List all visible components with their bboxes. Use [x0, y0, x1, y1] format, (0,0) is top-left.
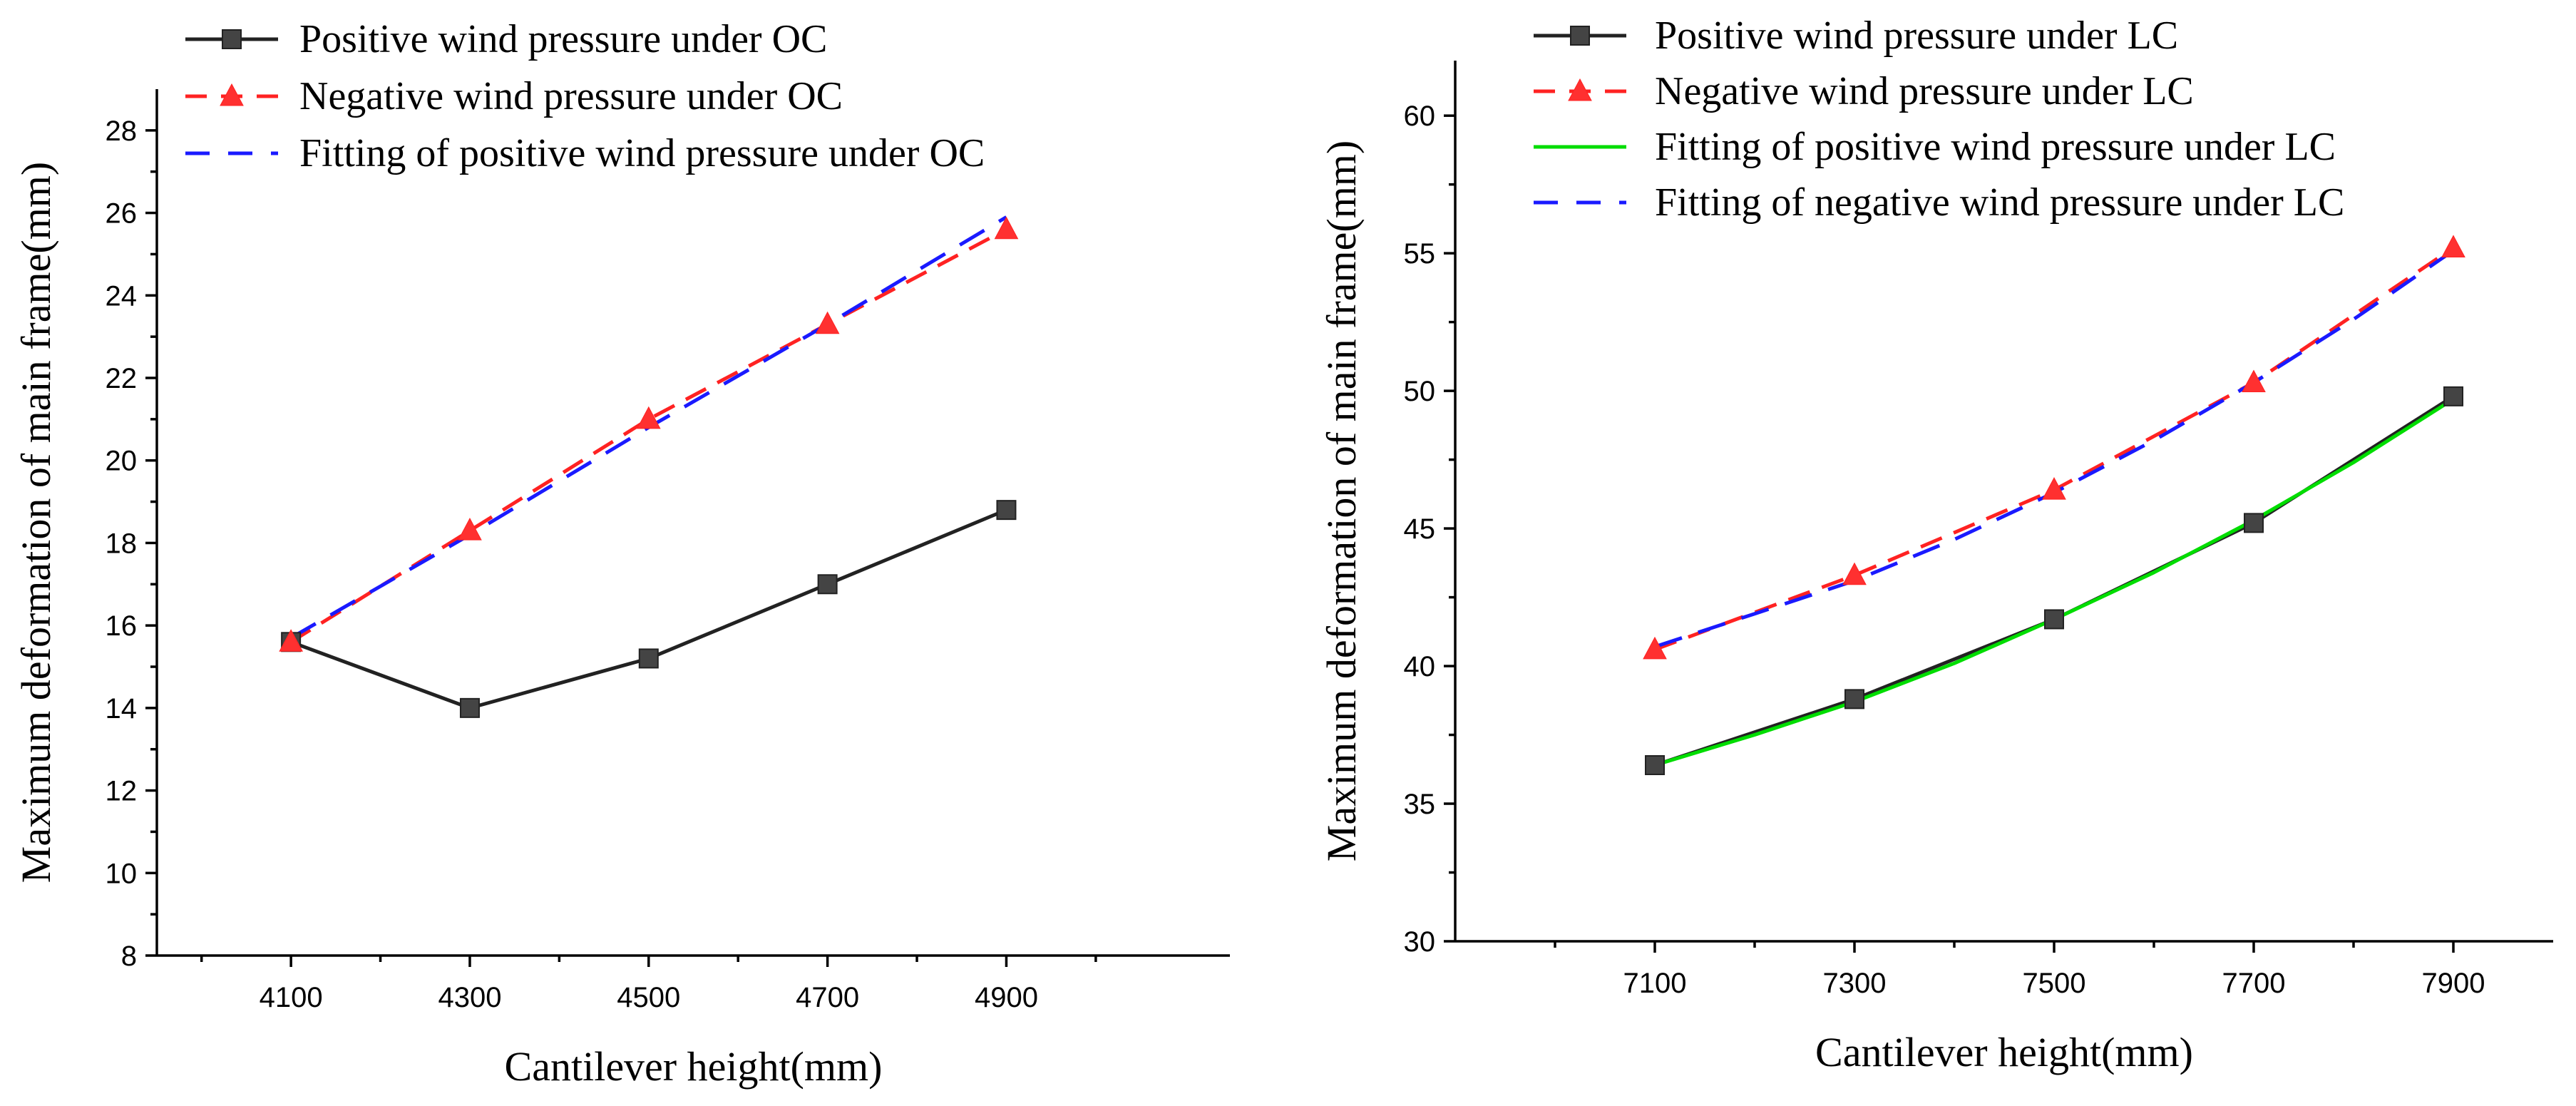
y-tick-label: 24	[106, 280, 138, 312]
y-tick-label: 18	[106, 528, 138, 559]
data-point-oc-0-1	[459, 697, 480, 718]
x-axis-title: Cantilever height(mm)	[505, 1043, 883, 1090]
x-tick-label: 7900	[2422, 968, 2485, 999]
series-line-lc-2	[1654, 397, 2455, 767]
data-point-lc-0-1	[1844, 689, 1864, 710]
y-tick-label: 10	[106, 858, 138, 889]
series-line-oc-0	[290, 508, 1007, 710]
x-tick-label: 4500	[617, 982, 680, 1013]
data-point-lc-0-3	[2244, 513, 2264, 533]
x-tick-label: 4900	[975, 982, 1038, 1013]
chart-oc: 8 10 12 14 16 18 20 22 24 26 28 4100 4300 4500 4700 490…	[13, 17, 1230, 1090]
data-point-oc-1-3	[815, 311, 840, 334]
legend-label-oc-1: Negative wind pressure under OC	[299, 74, 843, 118]
legend-label-lc-2: Fitting of positive wind pressure under …	[1655, 125, 2336, 169]
data-point-lc-1-1	[1842, 562, 1867, 585]
y-tick-label: 12	[106, 776, 138, 807]
legend-label-oc-0: Positive wind pressure under OC	[299, 17, 827, 61]
y-tick-label: 60	[1404, 101, 1436, 132]
y-tick-label: 14	[106, 693, 138, 724]
legend-label-lc-3: Fitting of negative wind pressure under …	[1655, 180, 2344, 225]
legend-marker-lc-0	[1570, 26, 1590, 46]
y-tick-label: 28	[106, 116, 138, 147]
series-line-lc-1	[1654, 246, 2455, 652]
x-tick-label: 7100	[1623, 968, 1687, 999]
x-tick-label: 4300	[438, 982, 501, 1013]
data-point-oc-1-1	[458, 518, 482, 541]
legend-label-lc-0: Positive wind pressure under LC	[1655, 14, 2178, 58]
y-axis-title: Maximum deformation of main frame(mm)	[1318, 140, 1365, 862]
legend-marker-lc-1	[1568, 78, 1592, 101]
legend-marker-oc-1	[220, 83, 244, 106]
y-tick-label: 50	[1404, 376, 1436, 407]
y-tick-label: 40	[1404, 651, 1436, 682]
x-tick-label: 7300	[1823, 968, 1887, 999]
data-point-lc-1-3	[2242, 369, 2266, 393]
data-point-oc-0-4	[996, 500, 1017, 521]
y-tick-label: 45	[1404, 513, 1436, 545]
data-point-oc-1-0	[279, 629, 303, 652]
data-point-oc-1-4	[994, 216, 1019, 240]
data-point-oc-0-3	[817, 574, 838, 595]
y-tick-label: 20	[106, 446, 138, 477]
y-tick-label: 16	[106, 610, 138, 642]
y-tick-label: 8	[121, 941, 137, 972]
data-point-lc-0-0	[1645, 755, 1665, 775]
data-point-lc-0-4	[2443, 386, 2463, 406]
y-tick-label: 30	[1404, 926, 1436, 958]
series-line-lc-3	[1654, 249, 2455, 649]
series-line-oc-1	[289, 227, 1007, 644]
x-tick-label: 7700	[2222, 968, 2286, 999]
data-point-lc-1-4	[2441, 235, 2465, 257]
x-tick-label: 4100	[260, 982, 323, 1013]
data-point-lc-1-2	[2042, 477, 2066, 500]
legend-label-lc-1: Negative wind pressure under LC	[1655, 69, 2194, 113]
y-tick-label: 35	[1404, 789, 1436, 820]
y-tick-label: 55	[1404, 238, 1436, 270]
x-tick-label: 4700	[796, 982, 859, 1013]
legend-marker-oc-0	[222, 29, 242, 49]
data-point-lc-0-2	[2044, 609, 2064, 630]
chart-lc: 30 35 40 45 50 55 60 7100 7300 7500 7700 7900 Cantil…	[1318, 14, 2553, 1075]
data-point-oc-0-2	[638, 648, 659, 669]
data-point-oc-1-2	[636, 406, 661, 429]
y-tick-label: 22	[106, 363, 138, 394]
series-line-lc-0	[1654, 394, 2455, 767]
y-axis-title: Maximum deformation of main frame(mm)	[13, 162, 59, 884]
data-point-lc-1-0	[1643, 636, 1667, 660]
x-tick-label: 7500	[2023, 968, 2086, 999]
x-axis-title: Cantilever height(mm)	[1815, 1029, 2193, 1075]
y-tick-label: 26	[106, 198, 138, 230]
legend-label-oc-2: Fitting of positive wind pressure under …	[299, 131, 985, 175]
